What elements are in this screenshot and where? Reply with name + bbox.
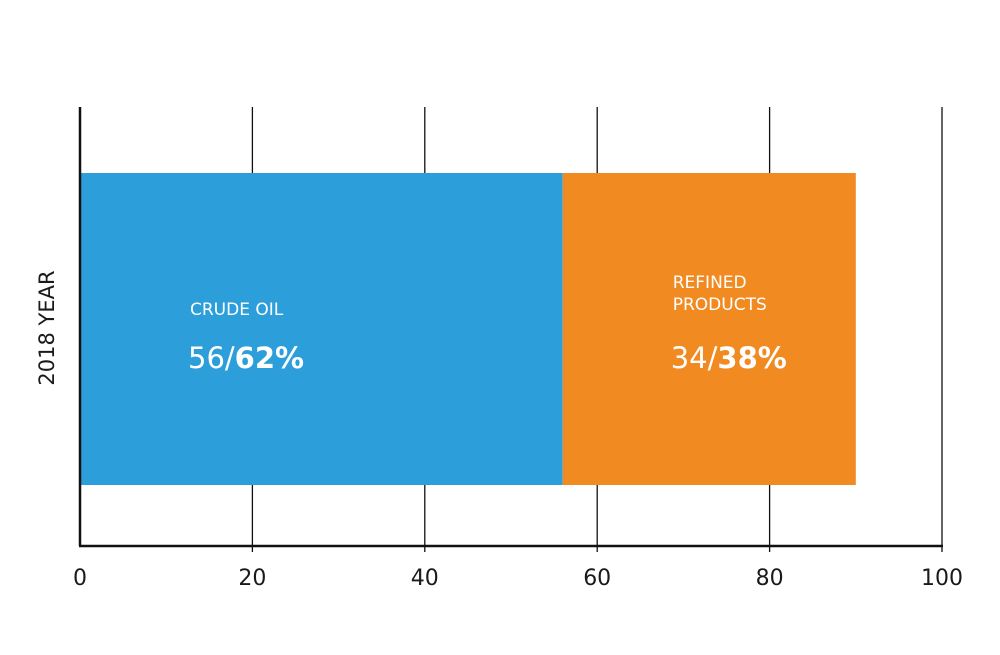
x-tick-label: 40	[411, 566, 439, 591]
x-tick-label: 20	[238, 566, 266, 591]
y-axis-title: 2018 YEAR	[35, 270, 59, 385]
x-tick-label: 100	[921, 566, 963, 591]
x-tick-label: 80	[756, 566, 784, 591]
segment-value: 34/38%	[671, 341, 787, 375]
x-tick-label: 60	[583, 566, 611, 591]
axes	[78, 107, 943, 548]
segment-value-count: 56/	[188, 341, 235, 375]
segment-value-percent: 38%	[717, 341, 786, 375]
segment-name: CRUDE OIL	[190, 300, 284, 320]
bar-segment	[80, 173, 563, 485]
segment-value-count: 34/	[671, 341, 718, 375]
bar-segments	[80, 173, 856, 485]
segment-name: PRODUCTS	[673, 295, 767, 315]
segment-value: 56/62%	[188, 341, 304, 375]
segment-name: REFINED	[673, 273, 747, 293]
x-tick-label: 0	[73, 566, 87, 591]
x-tick-labels: 0 20 40 60 80 100	[73, 566, 963, 591]
segment-value-percent: 62%	[235, 341, 304, 375]
bar-segment	[562, 173, 856, 485]
